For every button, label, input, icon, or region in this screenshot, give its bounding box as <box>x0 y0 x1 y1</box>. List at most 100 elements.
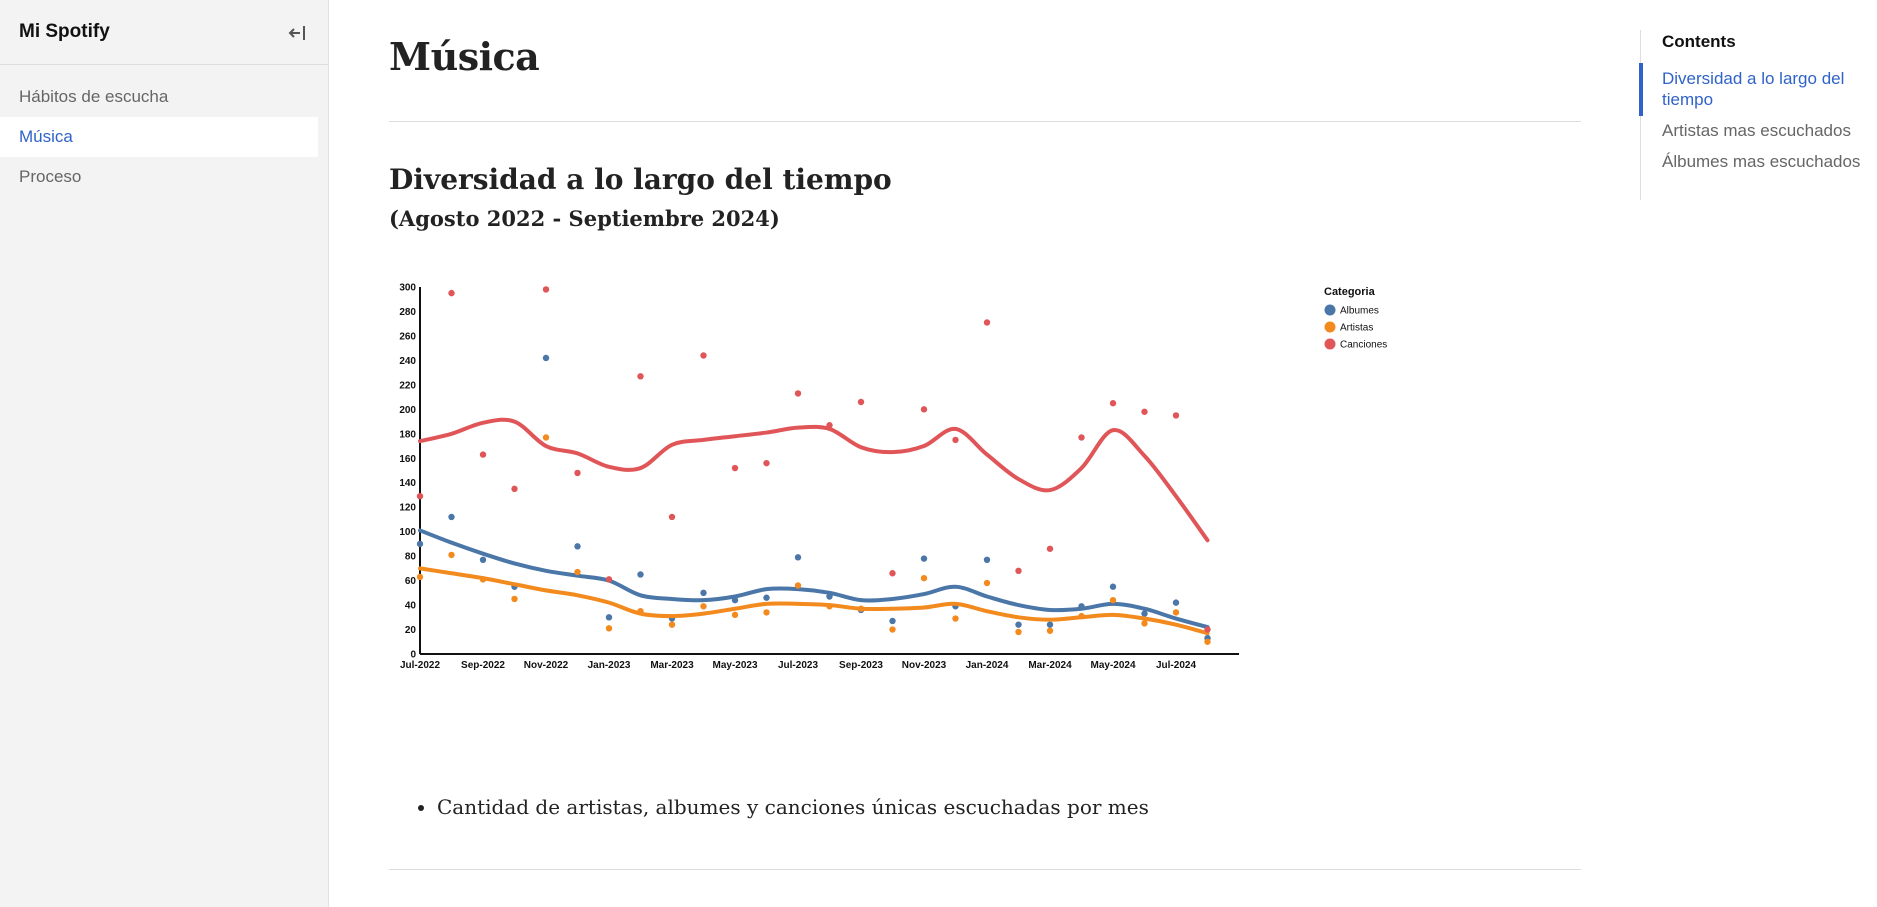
artistas-point <box>952 615 959 622</box>
y-tick-label: 220 <box>399 380 416 391</box>
y-tick-label: 260 <box>399 331 416 342</box>
albumes-point <box>1046 621 1054 628</box>
y-tick-label: 0 <box>410 650 416 661</box>
y-tick-label: 200 <box>399 405 416 416</box>
x-tick-label: May-2024 <box>1090 660 1135 671</box>
canciones-point <box>794 390 802 397</box>
albumes-point <box>763 594 770 601</box>
albumes-point <box>416 540 424 548</box>
albumes-point <box>889 617 896 625</box>
canciones-point <box>1172 412 1180 419</box>
canciones-point <box>1046 545 1054 552</box>
y-tick-label: 280 <box>399 307 416 318</box>
legend-marker <box>1324 304 1336 316</box>
artistas-point <box>416 573 424 581</box>
canciones-point <box>542 286 550 293</box>
list-item: Cantidad de artistas, albumes y cancione… <box>437 795 1149 819</box>
albumes-trend-line <box>418 528 1210 630</box>
legend-marker <box>1324 338 1336 350</box>
sidebar-nav: Hábitos de escucha Música Proceso <box>0 65 328 197</box>
toc-item-artistas[interactable]: Artistas mas escuchados <box>1662 121 1851 140</box>
artistas-point <box>1109 596 1117 604</box>
artistas-trend-line <box>418 566 1210 636</box>
artistas-point <box>1172 609 1180 616</box>
sidebar-item-proceso[interactable]: Proceso <box>19 167 82 186</box>
canciones-point <box>668 513 676 521</box>
x-tick-label: Nov-2022 <box>524 660 569 671</box>
canciones-point <box>416 492 424 500</box>
canciones-point <box>448 289 455 297</box>
legend-title: Categoria <box>1324 286 1376 298</box>
artistas-point <box>574 568 581 576</box>
albumes-point <box>1172 599 1180 606</box>
artistas-point <box>889 626 896 633</box>
sidebar-item-habitos[interactable]: Hábitos de escucha <box>19 87 169 106</box>
x-tick-label: Sep-2023 <box>839 660 883 671</box>
albumes-point <box>1109 583 1117 590</box>
y-tick-label: 100 <box>399 527 416 538</box>
canciones-point <box>511 485 518 493</box>
legend-marker <box>1324 321 1336 333</box>
toc-item-albumes[interactable]: Álbumes mas escuchados <box>1662 152 1861 171</box>
canciones-point <box>574 469 581 477</box>
artistas-point <box>1141 620 1148 627</box>
y-tick-label: 20 <box>405 625 417 636</box>
x-tick-label: Mar-2023 <box>650 660 694 671</box>
y-tick-label: 120 <box>399 503 416 514</box>
divider <box>389 869 1581 870</box>
x-tick-label: Jul-2022 <box>400 660 440 671</box>
albumes-point <box>794 554 802 561</box>
canciones-point <box>1078 434 1085 441</box>
y-tick-label: 240 <box>399 356 416 367</box>
artistas-point <box>542 434 550 441</box>
x-tick-label: Jan-2024 <box>966 660 1009 671</box>
x-tick-label: Mar-2024 <box>1028 660 1072 671</box>
section-subtitle: (Agosto 2022 - Septiembre 2024) <box>389 206 780 231</box>
canciones-point <box>1109 400 1117 407</box>
canciones-point <box>920 406 928 413</box>
divider <box>389 121 1581 122</box>
y-tick-label: 140 <box>399 478 416 489</box>
albumes-point <box>605 614 613 621</box>
albumes-point <box>479 556 487 564</box>
toc-item-diversidad[interactable]: Diversidad a lo largo del tiempo <box>1662 69 1845 109</box>
artistas-point <box>668 621 676 628</box>
canciones-point <box>479 451 487 458</box>
legend-label: Albumes <box>1340 306 1379 317</box>
canciones-point <box>605 576 613 583</box>
artistas-point <box>763 609 770 616</box>
canciones-point <box>700 352 707 359</box>
canciones-point <box>1204 626 1211 633</box>
sidebar: Mi Spotify Hábitos de escucha Música Pro… <box>0 0 329 907</box>
artistas-point <box>1015 628 1022 636</box>
y-tick-label: 60 <box>405 576 417 587</box>
canciones-point <box>983 319 991 326</box>
x-tick-label: Jul-2023 <box>778 660 818 671</box>
artistas-point <box>731 611 739 619</box>
y-tick-label: 80 <box>405 552 417 563</box>
albumes-point <box>1015 621 1022 628</box>
legend-label: Artistas <box>1340 323 1373 334</box>
artistas-point <box>920 574 928 582</box>
artistas-point <box>794 582 802 589</box>
canciones-point <box>1141 408 1148 415</box>
albumes-point <box>1141 610 1148 617</box>
x-tick-label: Nov-2023 <box>902 660 947 671</box>
y-tick-label: 300 <box>399 283 416 294</box>
app-title: Mi Spotify <box>19 21 110 42</box>
canciones-point <box>731 464 739 472</box>
x-tick-label: May-2023 <box>712 660 757 671</box>
sidebar-header: Mi Spotify <box>0 0 328 65</box>
x-tick-label: Sep-2022 <box>461 660 505 671</box>
canciones-point <box>637 373 644 380</box>
canciones-point <box>763 459 770 467</box>
canciones-trend-line <box>418 417 1210 543</box>
artistas-point <box>983 579 991 587</box>
sidebar-item-musica[interactable]: Música <box>0 117 318 157</box>
y-tick-label: 160 <box>399 454 416 465</box>
albumes-point <box>637 571 644 578</box>
toc-title: Contents <box>1662 32 1736 51</box>
table-of-contents: Contents Diversidad a lo largo del tiemp… <box>1639 30 1877 200</box>
canciones-point <box>889 570 896 577</box>
collapse-sidebar-icon[interactable] <box>286 22 308 44</box>
